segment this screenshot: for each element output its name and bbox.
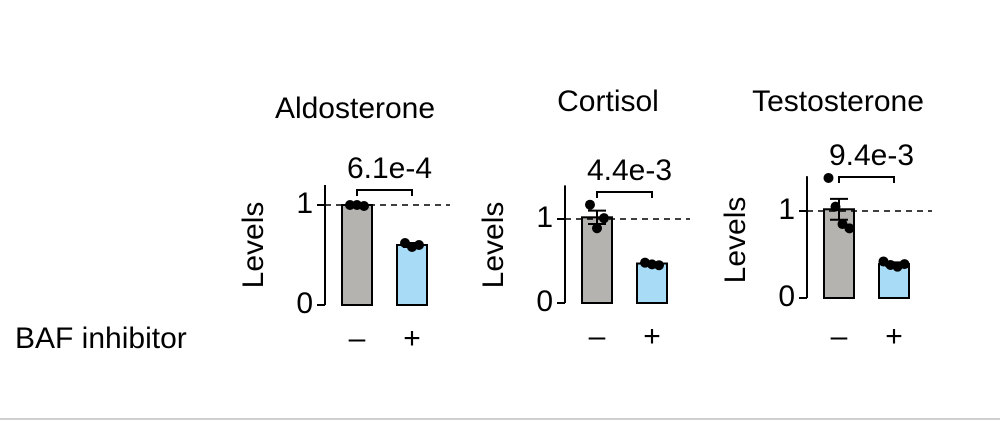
data-point	[844, 223, 855, 234]
p-value: 6.1e-4	[347, 152, 432, 185]
data-point	[899, 259, 910, 270]
data-point	[592, 223, 602, 234]
p-value: 4.4e-3	[587, 154, 672, 187]
y-tick-label: 0	[778, 280, 795, 313]
bar	[636, 262, 668, 304]
y-tick-label: 1	[778, 193, 795, 226]
chart-title: Cortisol	[557, 85, 659, 118]
chart-title: Aldosterone	[275, 92, 435, 125]
y-axis-label: Levels	[719, 197, 752, 284]
y-tick-label: 0	[296, 287, 313, 320]
x-tick-label: +	[403, 322, 421, 355]
significance-bracket	[356, 189, 413, 196]
x-tick-label: –	[831, 320, 848, 353]
row-label: BAF inhibitor	[15, 322, 187, 355]
data-point	[359, 201, 369, 211]
data-point	[414, 240, 424, 250]
bar	[396, 244, 428, 306]
significance-bracket	[596, 191, 653, 198]
data-point	[654, 260, 664, 271]
data-point	[830, 201, 841, 212]
x-tick-label: +	[885, 320, 903, 353]
y-tick-label: 1	[296, 187, 313, 220]
x-tick-label: –	[349, 322, 366, 355]
y-tick-label: 0	[536, 285, 553, 318]
y-tick-label: 1	[536, 201, 553, 234]
data-point	[599, 213, 609, 224]
y-axis-label: Levels	[237, 202, 270, 289]
data-point	[585, 199, 595, 210]
bar	[341, 204, 373, 306]
significance-bracket	[838, 176, 895, 183]
data-point	[823, 172, 834, 183]
y-axis-label: Levels	[477, 202, 510, 289]
x-tick-label: –	[589, 320, 606, 353]
x-tick-label: +	[643, 320, 661, 353]
chart-title: Testosterone	[752, 85, 924, 118]
p-value: 9.4e-3	[829, 139, 914, 172]
